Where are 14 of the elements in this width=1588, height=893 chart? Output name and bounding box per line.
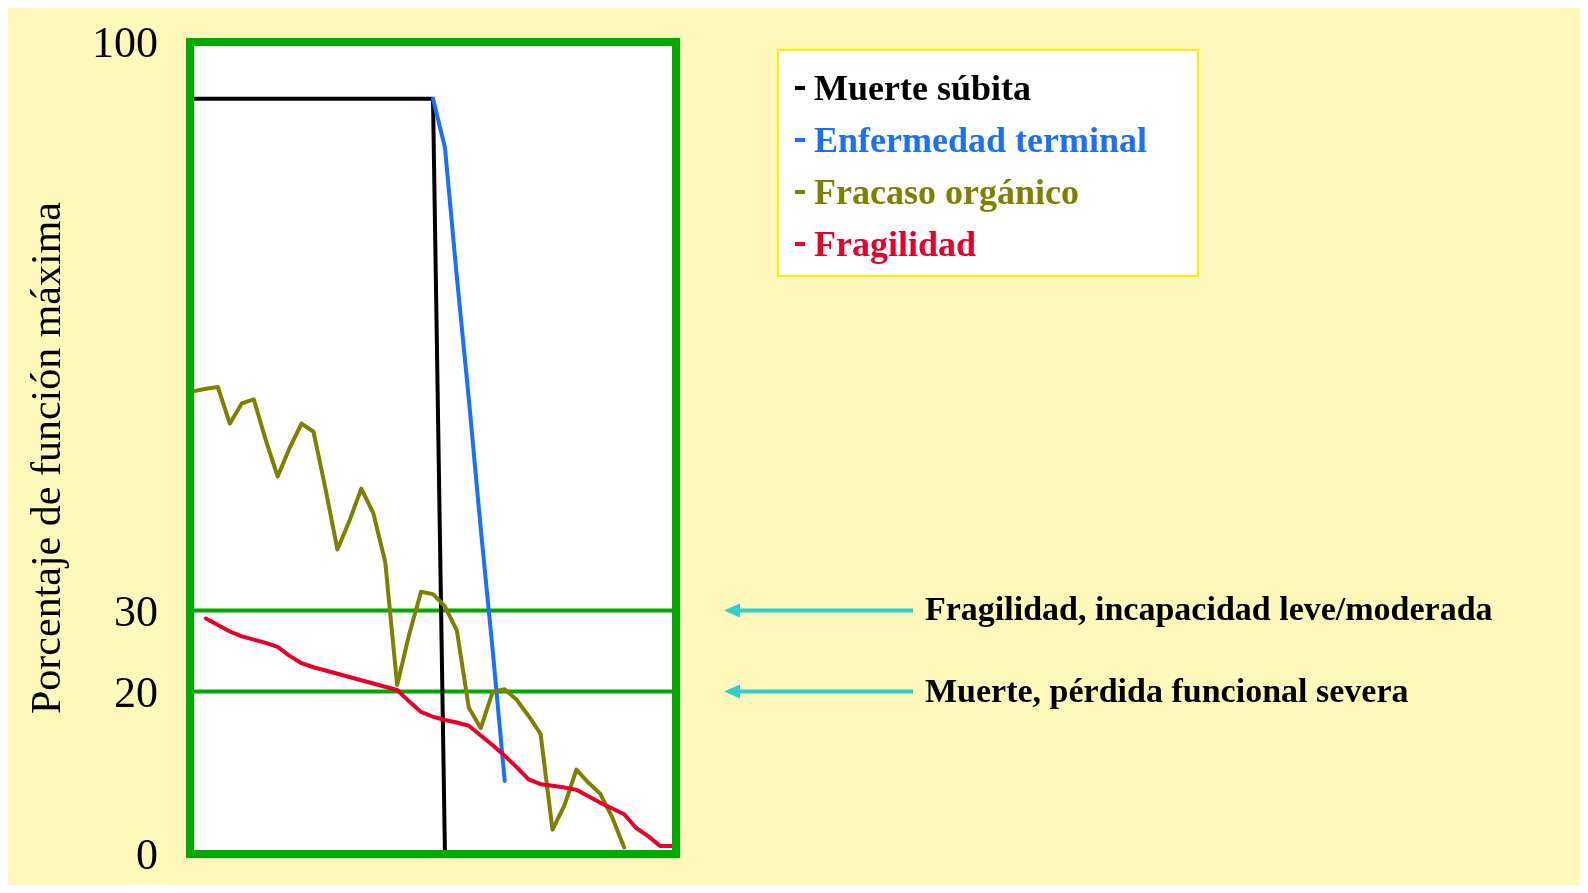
y-tick-label: 100 [92,18,158,68]
y-tick-label: 0 [136,830,158,880]
legend-label: Fracaso orgánico [814,172,1079,212]
text: Fragilidad, incapacidad leve/moderada [925,590,1493,628]
y-tick-label: 30 [114,586,158,636]
line-series [192,385,627,850]
legend-label: Enfermedad terminal [814,120,1147,160]
line-series [203,616,674,848]
y-axis-title: Porcentaje de función máxima [23,201,69,714]
legend-label: Fragilidad [814,224,977,264]
line-series [431,96,507,783]
y-tick-label: 20 [114,668,158,717]
legend-label: Muerte súbita [814,68,1031,108]
text: Muerte, pérdida funcional severa [925,671,1409,709]
